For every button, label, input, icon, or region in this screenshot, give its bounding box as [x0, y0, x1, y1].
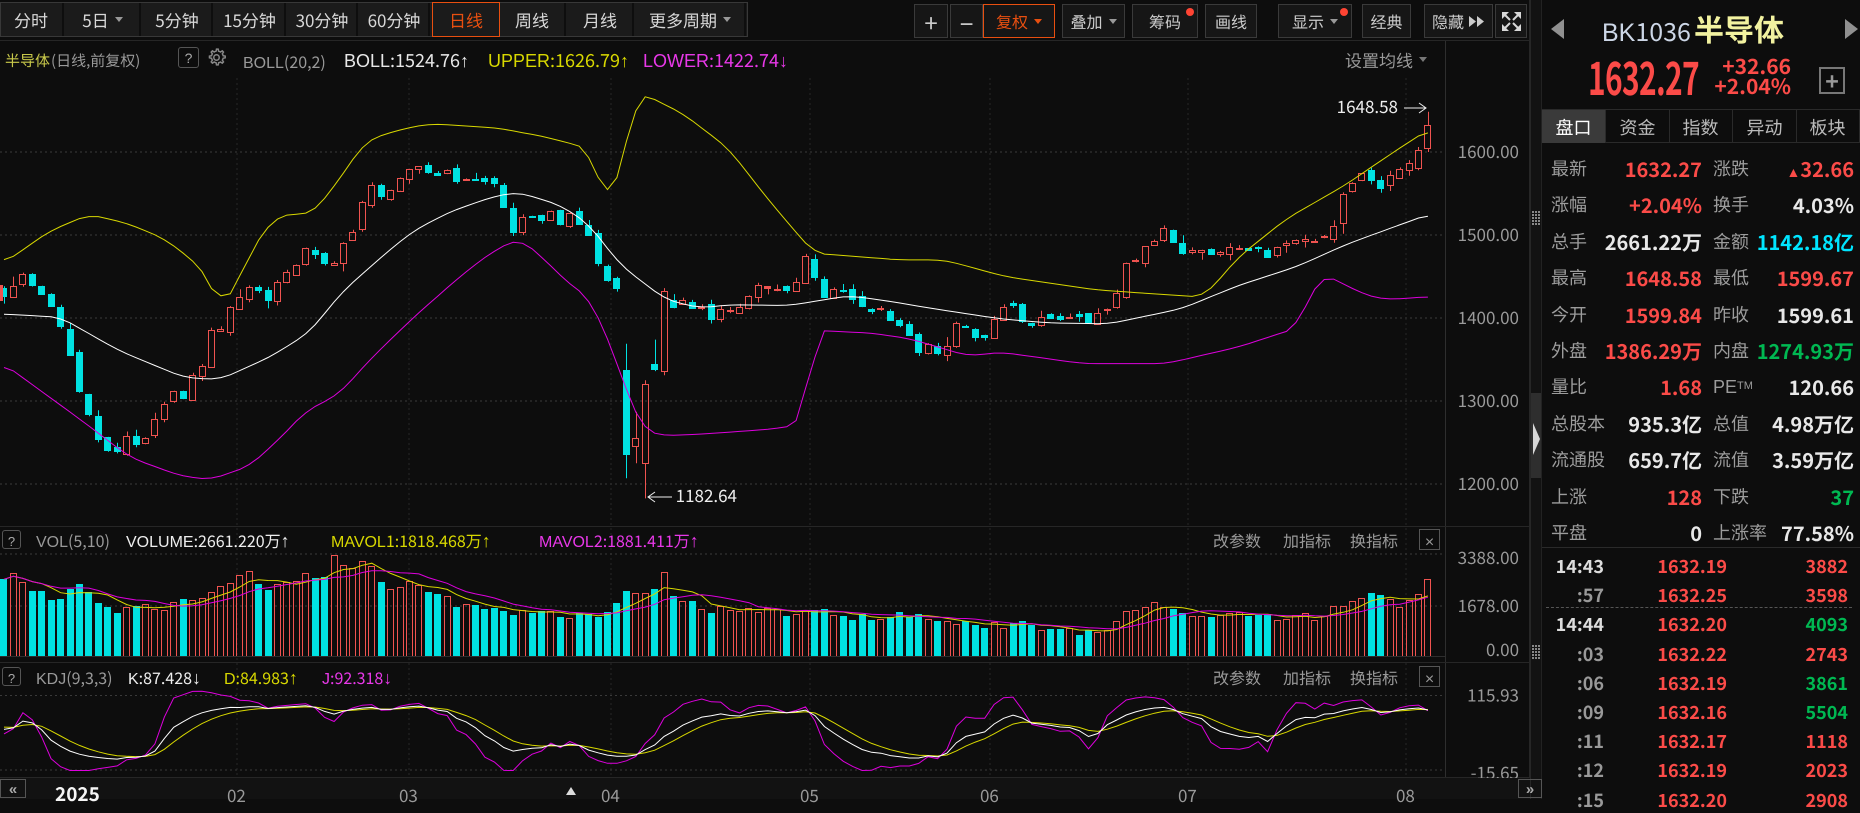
svg-text:3388.00: 3388.00 — [1458, 544, 1519, 569]
svg-text:1678.00: 1678.00 — [1458, 592, 1519, 617]
svg-text:1648.58: 1648.58 — [1337, 93, 1398, 118]
svg-text:1182.64: 1182.64 — [676, 482, 737, 507]
svg-text:1400.00: 1400.00 — [1458, 304, 1519, 329]
svg-text:1600.00: 1600.00 — [1458, 138, 1519, 163]
svg-text:1200.00: 1200.00 — [1458, 470, 1519, 495]
svg-text:0.00: 0.00 — [1486, 636, 1519, 661]
svg-text:1300.00: 1300.00 — [1458, 387, 1519, 412]
svg-text:115.93: 115.93 — [1467, 682, 1519, 707]
svg-text:1500.00: 1500.00 — [1458, 221, 1519, 246]
